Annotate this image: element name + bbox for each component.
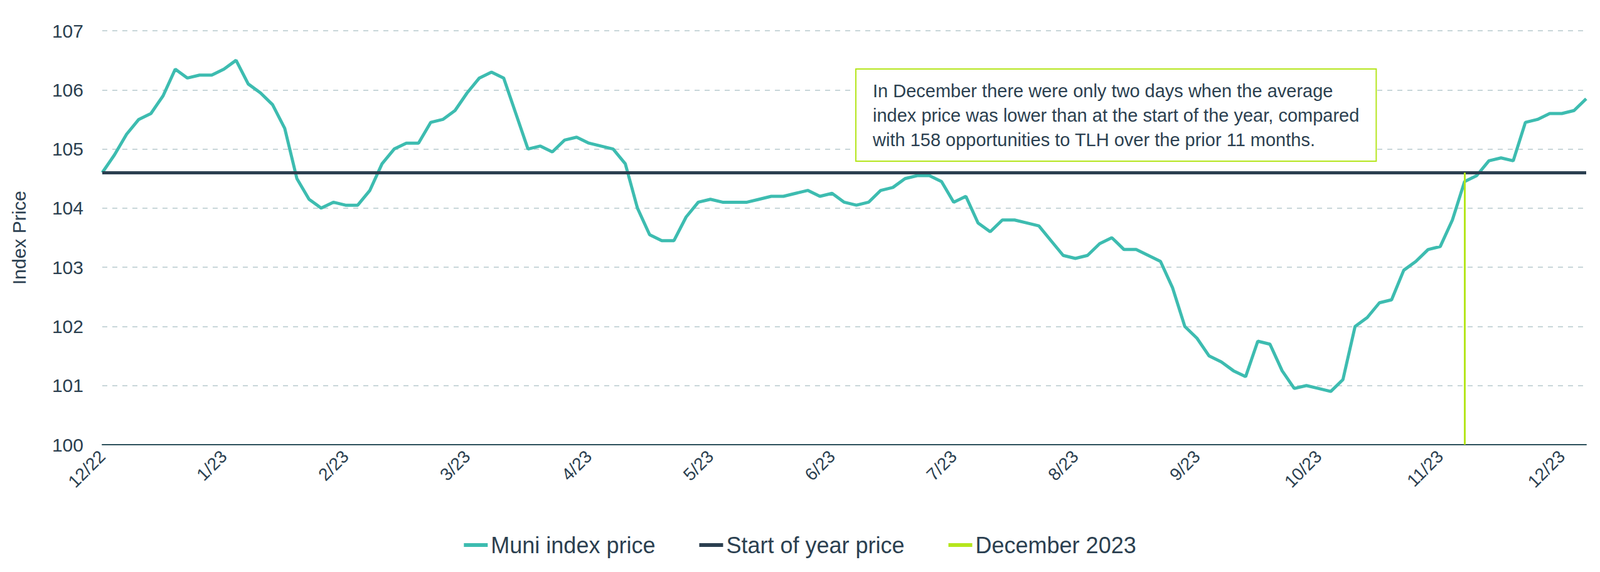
svg-text:106: 106 [52, 79, 84, 101]
svg-text:index price was lower than at: index price was lower than at the start … [872, 105, 1360, 126]
svg-text:100: 100 [52, 434, 84, 456]
svg-text:11/23: 11/23 [1402, 446, 1447, 491]
svg-text:Start of year price: Start of year price [725, 532, 905, 559]
svg-text:1/23: 1/23 [192, 446, 231, 485]
svg-text:103: 103 [52, 257, 84, 278]
svg-text:6/23: 6/23 [801, 446, 839, 485]
svg-text:Index Price: Index Price [8, 190, 30, 285]
svg-text:Muni index price: Muni index price [490, 532, 656, 559]
svg-text:105: 105 [52, 138, 84, 160]
svg-text:In December there were only tw: In December there were only two days whe… [872, 80, 1333, 102]
svg-text:7/23: 7/23 [922, 446, 960, 485]
svg-text:2/23: 2/23 [314, 446, 352, 485]
svg-text:107: 107 [52, 20, 84, 42]
svg-text:8/23: 8/23 [1044, 446, 1082, 485]
svg-text:101: 101 [52, 375, 84, 396]
svg-text:December 2023: December 2023 [975, 532, 1137, 559]
svg-text:102: 102 [52, 316, 84, 337]
svg-text:12/23: 12/23 [1524, 446, 1569, 492]
svg-text:5/23: 5/23 [679, 446, 718, 485]
svg-text:12/22: 12/22 [64, 446, 110, 492]
svg-text:9/23: 9/23 [1165, 446, 1204, 485]
svg-text:with 158 opportunities to TLH: with 158 opportunities to TLH over the p… [872, 129, 1316, 150]
svg-text:104: 104 [52, 197, 84, 219]
svg-text:3/23: 3/23 [436, 446, 474, 485]
svg-text:10/23: 10/23 [1280, 446, 1326, 492]
svg-text:4/23: 4/23 [557, 446, 596, 485]
